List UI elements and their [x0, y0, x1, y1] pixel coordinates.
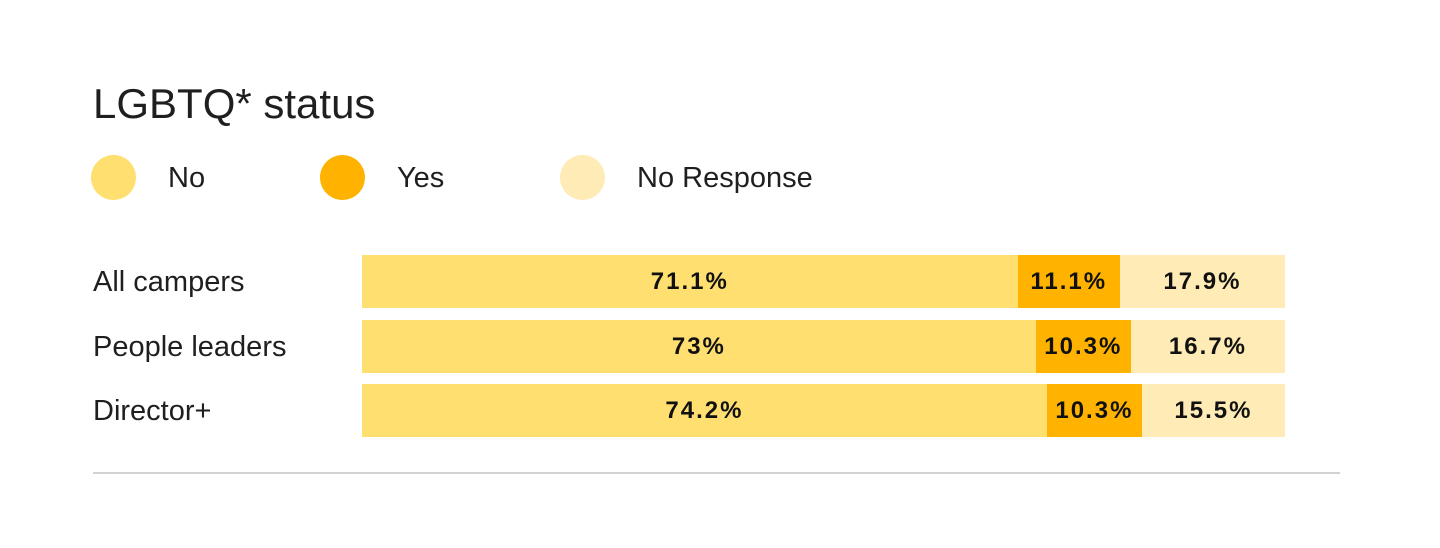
category-label-all-campers: All campers [93, 266, 245, 298]
legend-swatch-yes [320, 155, 365, 200]
bar-segment-no-all-campers: 71.1% [362, 255, 1018, 308]
stacked-bar-director-plus: 74.2% 10.3% 15.5% [362, 384, 1285, 437]
bar-segment-no-people-leaders: 73% [362, 320, 1036, 373]
bar-segment-yes-all-campers: 11.1% [1017, 255, 1120, 308]
chart-title: LGBTQ* status [93, 80, 376, 127]
stacked-bar-people-leaders: 73% 10.3% 16.7% [362, 320, 1285, 373]
bar-segment-no-response-all-campers: 17.9% [1119, 255, 1285, 308]
legend-label-yes: Yes [397, 162, 445, 194]
legend-swatch-no [91, 155, 136, 200]
bar-segment-no-response-director: 15.5% [1141, 384, 1285, 437]
bar-segment-no-director: 74.2% [362, 384, 1047, 437]
bar-segment-yes-people-leaders: 10.3% [1035, 320, 1131, 373]
bottom-divider [93, 472, 1340, 474]
legend-label-no: No [168, 162, 206, 194]
category-label-people-leaders: People leaders [93, 331, 287, 363]
bar-segment-yes-director: 10.3% [1046, 384, 1142, 437]
bar-segment-no-response-people-leaders: 16.7% [1130, 320, 1285, 373]
legend-label-no-response: No Response [637, 162, 813, 194]
legend-swatch-no-response [560, 155, 605, 200]
stacked-bar-all-campers: 71.1% 11.1% 17.9% [362, 255, 1285, 308]
category-label-director-plus: Director+ [93, 395, 212, 427]
